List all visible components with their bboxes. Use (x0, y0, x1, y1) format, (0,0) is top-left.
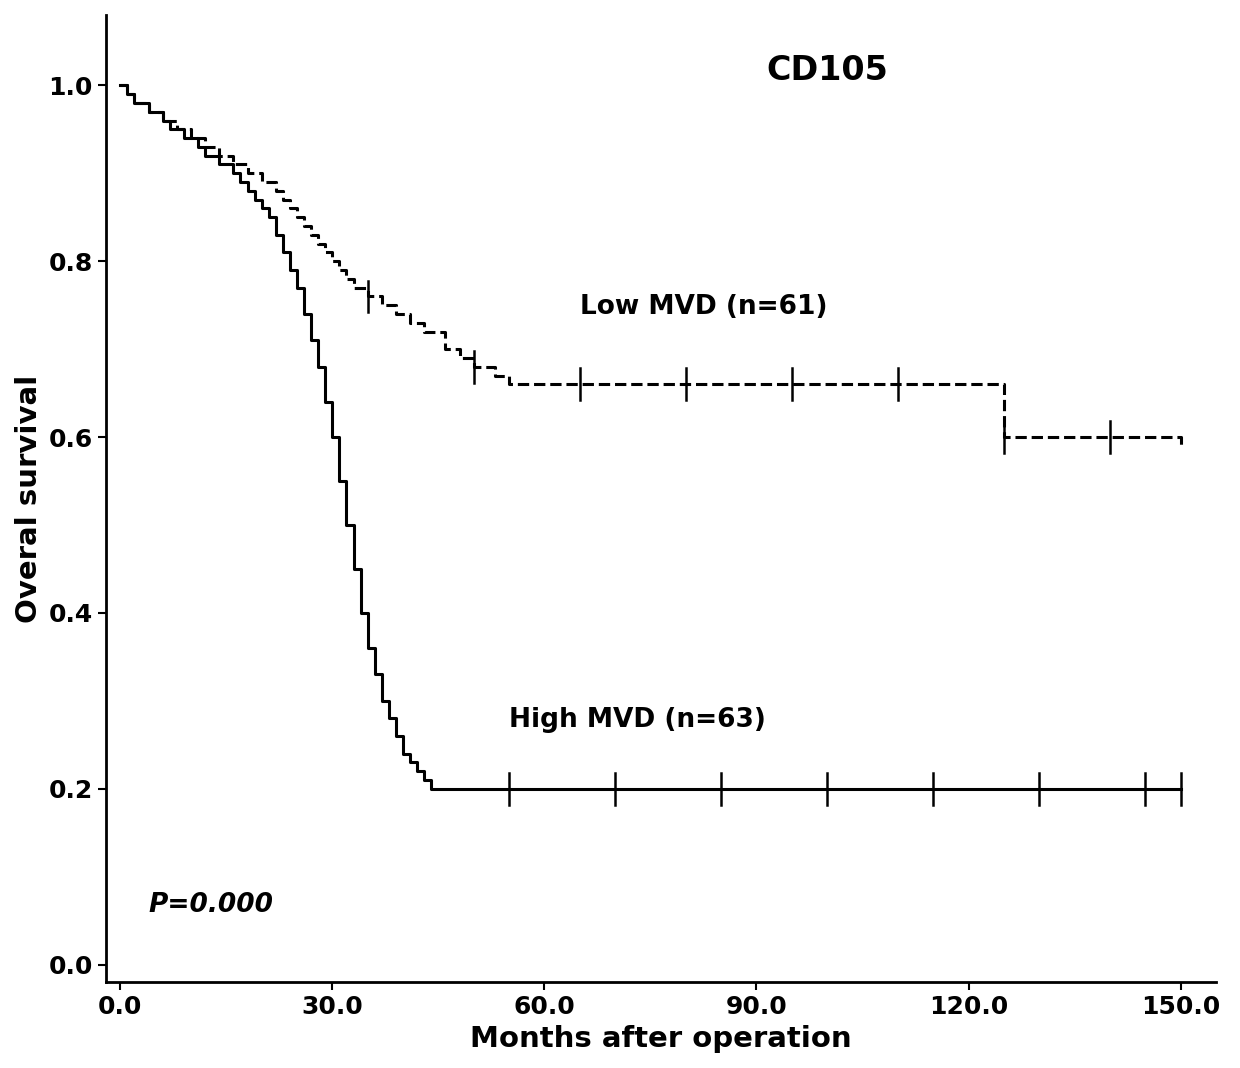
High MVD (n=63) (1173, 783, 1188, 796)
High MVD (n=63) (382, 712, 397, 725)
X-axis label: Months after operation: Months after operation (470, 1025, 852, 1053)
Low MVD (n=61) (1173, 439, 1188, 452)
Text: CD105: CD105 (766, 53, 889, 87)
Text: Low MVD (n=61): Low MVD (n=61) (580, 294, 827, 320)
Text: High MVD (n=63): High MVD (n=63) (510, 707, 766, 734)
Low MVD (n=61) (113, 79, 128, 92)
Low MVD (n=61) (155, 114, 170, 127)
High MVD (n=63) (424, 783, 439, 796)
Line: Low MVD (n=61): Low MVD (n=61) (120, 85, 1180, 445)
High MVD (n=63) (388, 729, 403, 742)
High MVD (n=63) (283, 264, 298, 277)
Text: P=0.000: P=0.000 (149, 892, 274, 917)
High MVD (n=63) (126, 96, 141, 109)
Low MVD (n=61) (997, 430, 1012, 443)
Low MVD (n=61) (254, 175, 269, 188)
Low MVD (n=61) (205, 141, 219, 154)
High MVD (n=63) (134, 96, 149, 109)
Y-axis label: Overal survival: Overal survival (15, 375, 43, 623)
Low MVD (n=61) (184, 131, 198, 144)
High MVD (n=63) (113, 79, 128, 92)
Low MVD (n=61) (678, 378, 693, 391)
Line: High MVD (n=63): High MVD (n=63) (120, 85, 1180, 789)
High MVD (n=63) (219, 158, 234, 171)
